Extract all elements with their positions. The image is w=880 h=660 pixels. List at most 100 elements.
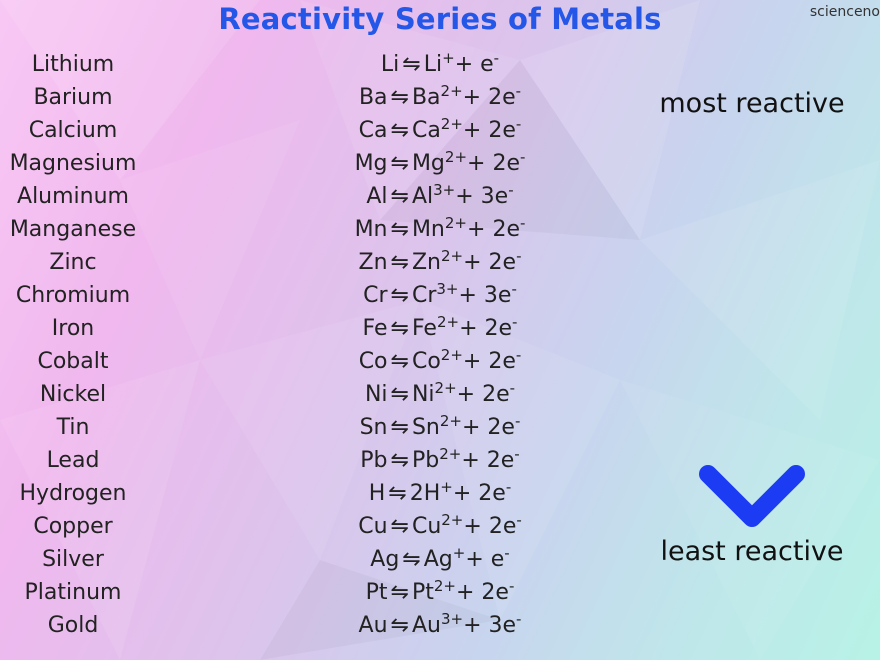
ion-charge: 2+ [444,148,468,166]
ion-charge: 2+ [441,511,464,529]
electron-charge: - [508,181,514,199]
metal-name: Cobalt [37,349,109,374]
metal-name: Copper [33,514,113,539]
electron-term: + 2e [456,382,510,407]
electron-charge: - [504,544,510,562]
ion-charge: 2+ [440,82,463,100]
element-symbol: Ag [370,547,400,572]
equilibrium-arrow-icon: ⇋ [390,613,409,638]
most-reactive-label: most reactive [659,88,845,119]
electron-term: + 2e [455,580,509,605]
element-symbol: Pt [365,580,388,605]
ion-charge: 2+ [439,412,462,430]
element-symbol: Zn [358,250,388,275]
metal-name: Nickel [39,382,107,407]
electron-charge: - [516,247,522,265]
half-equation: Zn ⇋ Zn2++ 2e- [290,246,590,279]
metal-names-column: Lithium Barium Calcium Magnesium Aluminum Man… [0,48,146,642]
electron-term: + 2e [467,217,520,242]
ion-charge: 3+ [440,610,464,628]
electron-term: + 3e [458,283,512,308]
electron-charge: - [515,82,522,100]
electron-charge: - [505,478,512,496]
ion-charge: 2+ [436,313,460,331]
ion-symbol: Mg [411,151,445,176]
element-symbol: Ca [358,118,388,143]
ion-charge: 2+ [444,214,468,232]
ion-symbol: Ca [411,118,441,143]
electron-charge: - [509,379,516,397]
element-symbol: Fe [362,316,388,341]
ion-charge: 2+ [440,115,463,133]
element-symbol: Ba [358,85,388,110]
half-equation: Fe ⇋ Fe2++ 2e- [290,312,590,345]
electron-term: + 2e [463,250,517,275]
metal-name: Aluminum [17,184,129,209]
ion-charge: 3+ [433,181,456,199]
element-symbol: Au [358,613,388,638]
ion-symbol: Pt [411,580,434,605]
equilibrium-arrow-icon: ⇋ [390,250,409,275]
ion-charge: 2+ [440,346,463,364]
electron-term: + 2e [462,118,516,143]
electron-term: + 2e [463,514,517,539]
half-equation: Li ⇋ Li++ e- [290,48,590,81]
ion-charge: 3+ [436,280,459,298]
half-equation: Ba ⇋ Ba2++ 2e- [290,81,590,114]
ion-symbol: Fe [411,316,437,341]
electron-term: + e [454,52,494,77]
electron-charge: - [493,49,500,67]
ion-symbol: Zn [411,250,441,275]
ion-symbol: Cu [411,514,442,539]
half-equation: Pb ⇋ Pb2++ 2e- [290,444,590,477]
ion-symbol: Co [411,349,441,374]
ion-charge: 2+ [433,577,456,595]
electron-charge: - [516,511,522,529]
equilibrium-arrow-icon: ⇋ [390,118,409,143]
electron-charge: - [515,115,522,133]
equilibrium-arrow-icon: ⇋ [390,316,409,341]
half-equation: Ca ⇋ Ca2++ 2e- [290,114,590,147]
metal-name: Hydrogen [19,481,127,506]
metal-name: Calcium [28,118,118,143]
half-equation: Al ⇋ Al3++ 3e- [290,180,590,213]
electron-term: + e [465,547,505,572]
electron-term: + 2e [462,349,516,374]
electron-term: + 2e [467,151,520,176]
equilibrium-arrow-icon: ⇋ [390,283,409,308]
ion-symbol: Mn [411,217,445,242]
element-symbol: H [368,481,386,506]
page-title: Reactivity Series of Metals [218,2,662,36]
electron-charge: - [511,280,517,298]
equilibrium-arrow-icon: ⇋ [390,448,409,473]
reactivity-arrow-icon [699,131,805,527]
half-equation: Co ⇋ Co2++ 2e- [290,345,590,378]
ion-symbol: Ag [423,547,453,572]
electron-charge: - [515,346,522,364]
half-equation: Pt ⇋ Pt2++ 2e- [290,576,590,609]
electron-term: + 2e [452,481,506,506]
equilibrium-arrow-icon: ⇋ [402,547,421,572]
metal-name: Gold [47,613,99,638]
electron-charge: - [508,577,515,595]
electron-term: + 2e [459,316,513,341]
ion-symbol: 2H [409,481,441,506]
equilibrium-arrow-icon: ⇋ [388,481,407,506]
ion-symbol: Ni [411,382,435,407]
equilibrium-arrow-icon: ⇋ [390,85,409,110]
half-equation: Mg ⇋ Mg2++ 2e- [290,147,590,180]
equilibrium-arrow-icon: ⇋ [402,52,421,77]
half-equation: Au ⇋ Au3++ 3e- [290,609,590,642]
electron-charge: - [514,445,520,463]
credit-watermark: scienceno [809,4,880,20]
ion-charge: 2+ [440,247,464,265]
equilibrium-arrow-icon: ⇋ [390,217,409,242]
electron-term: + 2e [462,85,516,110]
metal-name: Silver [42,547,104,572]
ion-symbol: Cr [411,283,437,308]
element-symbol: Li [380,52,400,77]
metal-name: Platinum [24,580,122,605]
electron-term: + 2e [462,415,515,440]
equilibrium-arrow-icon: ⇋ [390,382,409,407]
element-symbol: Al [366,184,388,209]
